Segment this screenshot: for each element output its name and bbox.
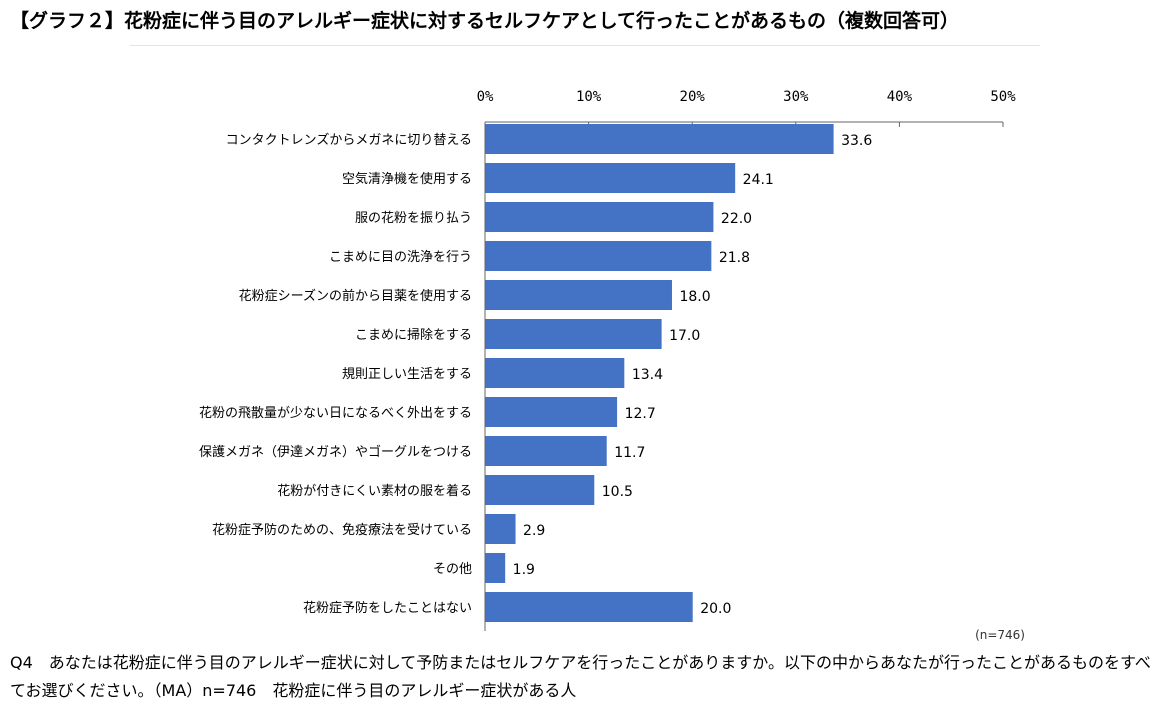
x-tick-label: 20% (680, 89, 706, 105)
bar (485, 163, 736, 193)
x-tick-label: 40% (887, 89, 913, 105)
bar (485, 436, 607, 466)
value-label: 17.0 (669, 328, 700, 344)
bar (485, 514, 516, 544)
value-label: 2.9 (523, 523, 545, 539)
title-divider (130, 45, 1040, 46)
bar (485, 358, 625, 388)
x-tick-label: 30% (783, 89, 809, 105)
category-label: 花粉が付きにくい素材の服を着る (277, 483, 472, 499)
bar (485, 475, 595, 505)
value-label: 33.6 (841, 133, 872, 149)
category-label: 空気清浄機を使用する (342, 171, 472, 187)
bar (485, 553, 506, 583)
bar (485, 397, 618, 427)
category-label: 花粉症予防をしたことはない (303, 600, 472, 616)
category-label: こまめに掃除をする (355, 327, 472, 343)
category-label: 規則正しい生活をする (342, 367, 472, 382)
question-text: Q4 あなたは花粉症に伴う目のアレルギー症状に対して予防またはセルフケアを行った… (10, 653, 1151, 700)
value-label: 13.4 (632, 367, 663, 383)
value-label: 10.5 (602, 484, 633, 500)
category-label: こまめに目の洗浄を行う (329, 250, 472, 265)
category-label: 保護メガネ（伊達メガネ）やゴーグルをつける (199, 444, 472, 460)
x-tick-label: 50% (990, 89, 1016, 105)
bar (485, 319, 662, 349)
category-label: その他 (433, 562, 472, 577)
value-label: 11.7 (614, 445, 645, 461)
value-label: 22.0 (721, 211, 752, 227)
category-label: 花粉の飛散量が少ない日になるべく外出をする (199, 405, 472, 421)
value-label: 24.1 (743, 172, 774, 188)
bar (485, 592, 693, 622)
value-label: 20.0 (700, 601, 731, 617)
x-tick-label: 0% (477, 89, 494, 105)
category-label: 服の花粉を振り払う (355, 210, 472, 226)
category-label: 花粉症予防のための、免疫療法を受けている (212, 522, 472, 538)
chart-title: 【グラフ２】花粉症に伴う目のアレルギー症状に対するセルフケアとして行ったことがあ… (10, 10, 960, 32)
category-label: 花粉症シーズンの前から目薬を使用する (239, 288, 472, 304)
x-tick-label: 10% (576, 89, 602, 105)
bar (485, 124, 834, 154)
bar (485, 241, 712, 271)
value-label: 1.9 (513, 562, 535, 578)
value-label: 21.8 (719, 250, 750, 266)
bar (485, 280, 672, 310)
sample-size-note: (n=746) (975, 628, 1025, 642)
value-label: 18.0 (679, 289, 710, 305)
bar (485, 202, 714, 232)
category-label: コンタクトレンズからメガネに切り替える (226, 132, 472, 148)
value-label: 12.7 (625, 406, 656, 422)
